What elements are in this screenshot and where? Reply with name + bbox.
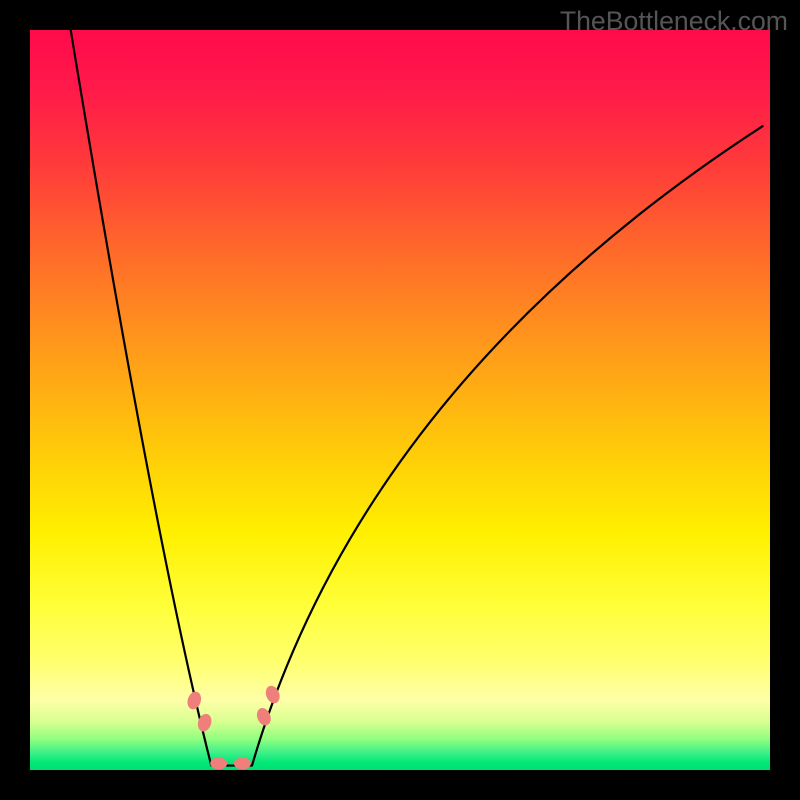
stage: TheBottleneck.com <box>0 0 800 800</box>
watermark-text: TheBottleneck.com <box>560 6 788 37</box>
gradient-background <box>30 30 770 770</box>
plot-area <box>30 30 770 770</box>
bead <box>234 757 251 769</box>
chart-svg <box>30 30 770 770</box>
bead <box>210 757 227 769</box>
